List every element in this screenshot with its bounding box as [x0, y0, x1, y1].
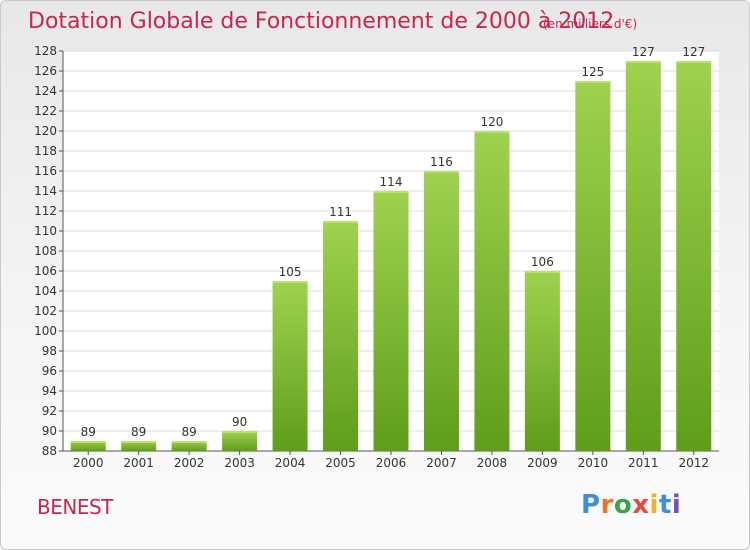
bar-top-highlight: [474, 131, 510, 133]
bar-value-label: 111: [329, 205, 352, 219]
x-tick-label: 2005: [325, 456, 356, 470]
y-tick-label: 118: [34, 144, 57, 158]
bar-value-label: 90: [232, 415, 247, 429]
y-tick-label: 126: [34, 64, 57, 78]
place-name: BENEST: [37, 495, 113, 519]
bar-top-highlight: [676, 61, 712, 63]
bar-value-label: 89: [81, 425, 96, 439]
y-tick-label: 92: [42, 404, 57, 418]
y-tick-label: 98: [42, 344, 57, 358]
x-tick-label: 2002: [174, 456, 205, 470]
x-tick-label: 2003: [224, 456, 255, 470]
y-tick-label: 120: [34, 124, 57, 138]
y-tick-label: 96: [42, 364, 57, 378]
y-tick-label: 116: [34, 164, 57, 178]
bar: [524, 271, 560, 451]
bar-top-highlight: [575, 81, 611, 83]
bar-value-label: 114: [380, 175, 403, 189]
chart-subtitle: (en milliers d'€): [543, 17, 638, 31]
y-tick-label: 124: [34, 84, 57, 98]
bar: [625, 61, 661, 451]
bar: [575, 81, 611, 451]
y-tick-label: 104: [34, 284, 57, 298]
bar-top-highlight: [121, 441, 157, 443]
bar-top-highlight: [524, 271, 560, 273]
bar-top-highlight: [423, 171, 459, 173]
bar: [423, 171, 459, 451]
x-tick-label: 2006: [376, 456, 407, 470]
y-tick-label: 90: [42, 424, 57, 438]
y-tick-label: 106: [34, 264, 57, 278]
bar-value-label: 125: [581, 65, 604, 79]
bar: [373, 191, 409, 451]
y-tick-label: 94: [42, 384, 57, 398]
y-tick-label: 122: [34, 104, 57, 118]
x-tick-label: 2000: [73, 456, 104, 470]
y-tick-label: 100: [34, 324, 57, 338]
bar: [474, 131, 510, 451]
bar-top-highlight: [70, 441, 106, 443]
bar-value-label: 106: [531, 255, 554, 269]
bar-value-label: 105: [279, 265, 302, 279]
bar-top-highlight: [625, 61, 661, 63]
y-tick-label: 102: [34, 304, 57, 318]
x-tick-label: 2001: [123, 456, 154, 470]
y-tick-label: 108: [34, 244, 57, 258]
bar: [676, 61, 712, 451]
bar-value-label: 120: [480, 115, 503, 129]
x-tick-label: 2004: [275, 456, 306, 470]
y-tick-label: 128: [34, 44, 57, 58]
y-tick-label: 112: [34, 204, 57, 218]
chart-title: Dotation Globale de Fonctionnement de 20…: [28, 9, 615, 34]
bar: [70, 441, 106, 451]
bar-top-highlight: [171, 441, 207, 443]
bar-value-label: 116: [430, 155, 453, 169]
proxiti-logo: Proxiti: [581, 490, 682, 520]
x-tick-label: 2008: [477, 456, 508, 470]
x-tick-label: 2011: [628, 456, 659, 470]
y-tick-label: 88: [42, 444, 57, 458]
bar: [323, 221, 359, 451]
bar-value-label: 127: [632, 45, 655, 59]
bar-top-highlight: [272, 281, 308, 283]
bar: [272, 281, 308, 451]
x-tick-label: 2010: [578, 456, 609, 470]
x-tick-label: 2007: [426, 456, 457, 470]
bar: [222, 431, 258, 451]
bar-top-highlight: [373, 191, 409, 193]
bar: [121, 441, 157, 451]
y-tick-label: 114: [34, 184, 57, 198]
bar-top-highlight: [323, 221, 359, 223]
bar-value-label: 89: [182, 425, 197, 439]
x-tick-label: 2012: [678, 456, 709, 470]
bar: [171, 441, 207, 451]
bar-value-label: 127: [682, 45, 705, 59]
x-tick-label: 2009: [527, 456, 558, 470]
bar-value-label: 89: [131, 425, 146, 439]
y-tick-label: 110: [34, 224, 57, 238]
bar-top-highlight: [222, 431, 258, 433]
